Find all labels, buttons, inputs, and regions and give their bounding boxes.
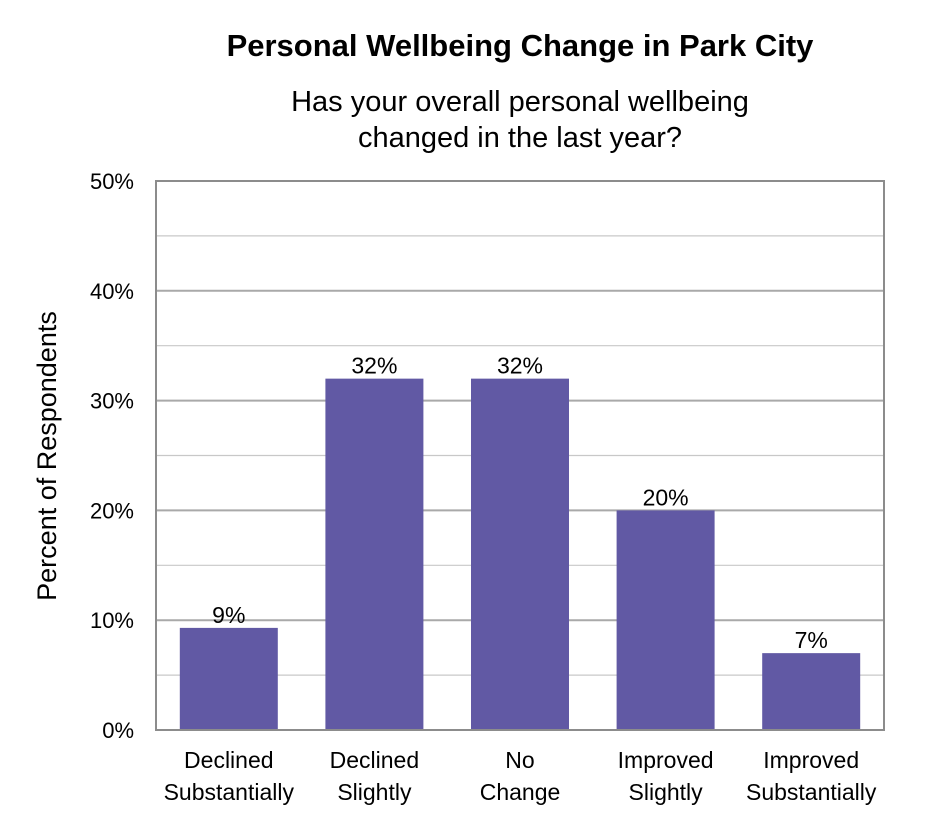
data-labels: 9% 32% 32% 20% 7% (212, 353, 828, 654)
category-label: Slightly (337, 779, 412, 805)
category-label: Slightly (629, 779, 704, 805)
y-tick-label: 10% (90, 608, 134, 633)
category-label: Declined (184, 747, 274, 773)
bar (325, 378, 424, 730)
y-axis-title: Percent of Respondents (32, 311, 62, 601)
bar (616, 510, 715, 730)
bar (179, 627, 278, 730)
bar (471, 378, 569, 730)
category-label: Improved (618, 747, 714, 773)
plot-border (155, 180, 885, 731)
data-label: 9% (212, 602, 245, 628)
y-axis-ticks: 0% 10% 20% 30% 40% 50% (90, 169, 134, 743)
category-label: Change (480, 779, 561, 805)
chart-title: Personal Wellbeing Change in Park City (226, 28, 814, 63)
bar (762, 653, 861, 730)
data-label: 32% (351, 353, 397, 379)
chart-subtitle-line-1: Has your overall personal wellbeing (291, 86, 749, 118)
chart-subtitle-line-2: changed in the last year? (357, 122, 683, 154)
y-tick-label: 50% (90, 169, 134, 194)
category-label: No (505, 747, 534, 773)
plot-frame (155, 180, 885, 731)
data-label: 20% (643, 484, 689, 510)
category-label: Substantially (164, 779, 295, 805)
data-label: 32% (497, 353, 543, 379)
bars (179, 378, 861, 730)
y-tick-label: 20% (90, 498, 134, 523)
y-tick-label: 40% (90, 279, 134, 304)
category-label: Improved (763, 747, 859, 773)
category-label: Substantially (746, 779, 877, 805)
y-tick-label: 0% (102, 718, 134, 743)
data-label: 7% (795, 627, 828, 653)
y-tick-label: 30% (90, 389, 134, 414)
category-label: Declined (330, 747, 420, 773)
x-axis-labels: Declined Substantially Declined Slightly No C… (164, 747, 877, 805)
